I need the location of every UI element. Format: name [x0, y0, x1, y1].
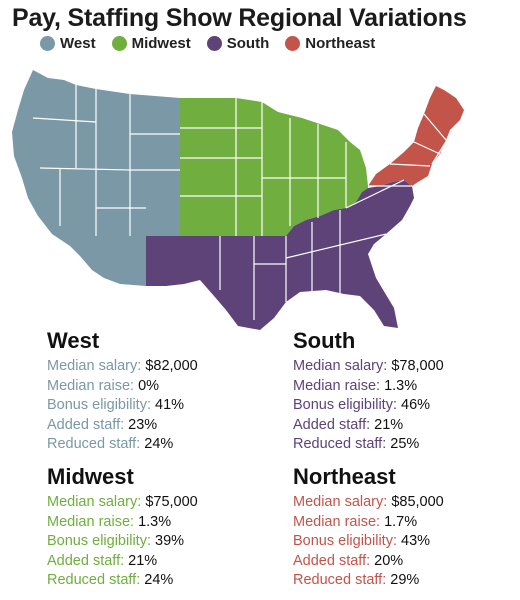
stat-bonus-south: Bonus eligibility: 46% [293, 396, 513, 416]
legend-swatch-west [40, 35, 55, 51]
legend-swatch-midwest [111, 35, 127, 51]
stat-added-staff-midwest: Added staff: 21% [47, 552, 267, 572]
legend-item-midwest: Midwest [111, 34, 191, 52]
stat-label: Median salary: [47, 494, 142, 510]
stat-label: Added staff: [293, 416, 371, 433]
stat-label: Median salary: [293, 494, 388, 510]
stat-median-salary-midwest: Median salary: $75,000 [47, 493, 267, 513]
stat-label: Bonus eligibility: [293, 397, 397, 414]
region-title-midwest: Midwest [47, 464, 134, 489]
stat-value: 0% [138, 377, 160, 394]
stat-label: Added staff: [47, 416, 125, 433]
stat-label: Bonus eligibility: [47, 533, 151, 550]
region-title-west: West [47, 328, 100, 353]
legend-swatch-northeast [285, 35, 301, 51]
legend-label-midwest: Midwest [131, 34, 191, 52]
stat-value: 1.7% [384, 513, 418, 530]
stat-value: 21% [374, 416, 404, 433]
stat-label: Reduced staff: [47, 436, 141, 453]
stat-bonus-west: Bonus eligibility: 41% [47, 396, 267, 416]
stat-median-raise-south: Median raise: 1.3% [293, 377, 513, 397]
region-title-south: South [293, 328, 356, 353]
page-title: Pay, Staffing Show Regional Variations [12, 4, 467, 32]
legend-item-south: South [206, 34, 270, 52]
legend-swatch-south [206, 35, 222, 51]
stat-median-raise-midwest: Median raise: 1.3% [47, 513, 267, 533]
stat-label: Median raise: [47, 513, 135, 530]
stat-value: $82,000 [145, 358, 198, 374]
region-south [146, 180, 414, 330]
stat-added-staff-south: Added staff: 21% [293, 416, 513, 436]
stat-label: Added staff: [47, 552, 125, 569]
stat-value: 29% [390, 572, 420, 589]
stat-label: Added staff: [293, 552, 371, 569]
legend-item-northeast: Northeast [285, 35, 375, 52]
stat-value: $75,000 [145, 494, 198, 510]
region-stats-midwest: Midwest Median salary: $75,000 Median ra… [47, 464, 267, 591]
south-state-lines [219, 179, 405, 320]
region-midwest-shape [180, 98, 368, 236]
legend-label-west: West [60, 34, 96, 52]
stat-median-raise-west: Median raise: 0% [47, 377, 267, 397]
us-region-map [12, 70, 464, 330]
map-legend: West Midwest South Northeast [40, 33, 375, 53]
stat-added-staff-west: Added staff: 23% [47, 416, 267, 436]
stat-value: 25% [390, 436, 420, 453]
stat-value: 20% [374, 552, 404, 569]
stat-value: 46% [401, 397, 431, 414]
stat-median-salary-northeast: Median salary: $85,000 [293, 493, 513, 513]
region-stats-west: West Median salary: $82,000 Median raise… [47, 328, 267, 455]
region-south-shape [146, 180, 414, 330]
region-title-northeast: Northeast [293, 464, 396, 489]
stat-label: Median salary: [293, 358, 388, 374]
stat-value: 21% [128, 552, 158, 569]
stat-bonus-midwest: Bonus eligibility: 39% [47, 532, 267, 552]
stat-label: Bonus eligibility: [47, 397, 151, 414]
stat-label: Reduced staff: [47, 572, 141, 589]
legend-item-west: West [40, 35, 96, 52]
stat-value: $85,000 [391, 494, 444, 510]
stat-median-raise-northeast: Median raise: 1.7% [293, 513, 513, 533]
stat-reduced-staff-south: Reduced staff: 25% [293, 435, 513, 455]
region-stats-south: South Median salary: $78,000 Median rais… [293, 328, 513, 455]
midwest-state-lines [180, 98, 347, 236]
stat-added-staff-northeast: Added staff: 20% [293, 552, 513, 572]
stat-label: Median raise: [293, 377, 381, 394]
region-stats-northeast: Northeast Median salary: $85,000 Median … [293, 464, 513, 591]
stat-value: 24% [144, 436, 174, 453]
region-northeast [368, 86, 464, 186]
stat-label: Median raise: [293, 513, 381, 530]
stat-median-salary-south: Median salary: $78,000 [293, 357, 513, 377]
stat-value: 41% [155, 397, 185, 414]
stat-bonus-northeast: Bonus eligibility: 43% [293, 532, 513, 552]
stat-value: 1.3% [138, 513, 172, 530]
region-midwest [180, 98, 368, 236]
stat-label: Median raise: [47, 377, 135, 394]
stat-label: Median salary: [47, 358, 142, 374]
stat-label: Reduced staff: [293, 572, 387, 589]
region-northeast-shape [368, 86, 464, 186]
stat-label: Bonus eligibility: [293, 533, 397, 550]
stat-label: Reduced staff: [293, 436, 387, 453]
stat-value: 1.3% [384, 377, 418, 394]
stat-reduced-staff-northeast: Reduced staff: 29% [293, 571, 513, 591]
state-borders [32, 85, 453, 320]
stat-value: $78,000 [391, 358, 444, 374]
stat-value: 23% [128, 416, 158, 433]
stat-median-salary-west: Median salary: $82,000 [47, 357, 267, 377]
legend-label-northeast: Northeast [305, 34, 376, 52]
stat-value: 39% [155, 533, 185, 550]
northeast-state-lines [368, 113, 453, 187]
legend-label-south: South [226, 34, 270, 52]
west-state-lines [32, 85, 180, 236]
stat-value: 43% [401, 533, 431, 550]
stat-reduced-staff-west: Reduced staff: 24% [47, 435, 267, 455]
stat-value: 24% [144, 572, 174, 589]
stat-reduced-staff-midwest: Reduced staff: 24% [47, 571, 267, 591]
